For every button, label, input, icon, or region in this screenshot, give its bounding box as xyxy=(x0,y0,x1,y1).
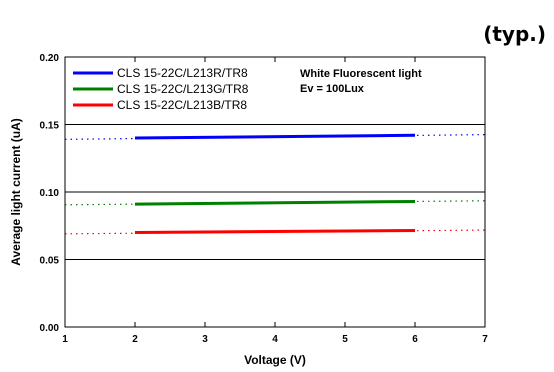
legend-entry: CLS 15-22C/L213G/TR8 xyxy=(117,82,249,96)
ticks: 1 2 3 4 5 6 7 0.00 0.05 0.10 0.15 0.20 xyxy=(40,53,489,345)
y-axis-label: Average light current (uA) xyxy=(9,118,23,266)
y-tick-label: 0.10 xyxy=(40,188,60,199)
x-tick-label: 1 xyxy=(62,334,68,345)
x-tick-label: 5 xyxy=(342,334,348,345)
y-tick-label: 0.20 xyxy=(40,53,60,64)
x-axis-label: Voltage (V) xyxy=(244,353,306,367)
annotation-ev: Ev = 100Lux xyxy=(300,83,365,95)
y-tick-label: 0.15 xyxy=(40,121,60,132)
series-lines xyxy=(64,133,486,235)
legend-entry: CLS 15-22C/L213R/TR8 xyxy=(117,66,248,80)
x-tick-label: 2 xyxy=(132,334,138,345)
x-tick-label: 6 xyxy=(412,334,418,345)
legend: CLS 15-22C/L213R/TR8 CLS 15-22C/L213G/TR8… xyxy=(73,66,249,112)
x-tick-label: 7 xyxy=(482,334,488,345)
series-line xyxy=(134,133,416,140)
legend-entry: CLS 15-22C/L213B/TR8 xyxy=(117,98,247,112)
y-tick-label: 0.00 xyxy=(40,323,60,334)
x-tick-label: 4 xyxy=(272,334,278,345)
x-tick-label: 3 xyxy=(202,334,208,345)
annotation-light: White Fluorescent light xyxy=(300,68,422,80)
grid-lines xyxy=(65,124,485,260)
typical-label: (typ.) xyxy=(483,22,546,46)
y-tick-label: 0.05 xyxy=(40,256,60,267)
series-line xyxy=(134,228,416,234)
series-line xyxy=(134,199,416,206)
